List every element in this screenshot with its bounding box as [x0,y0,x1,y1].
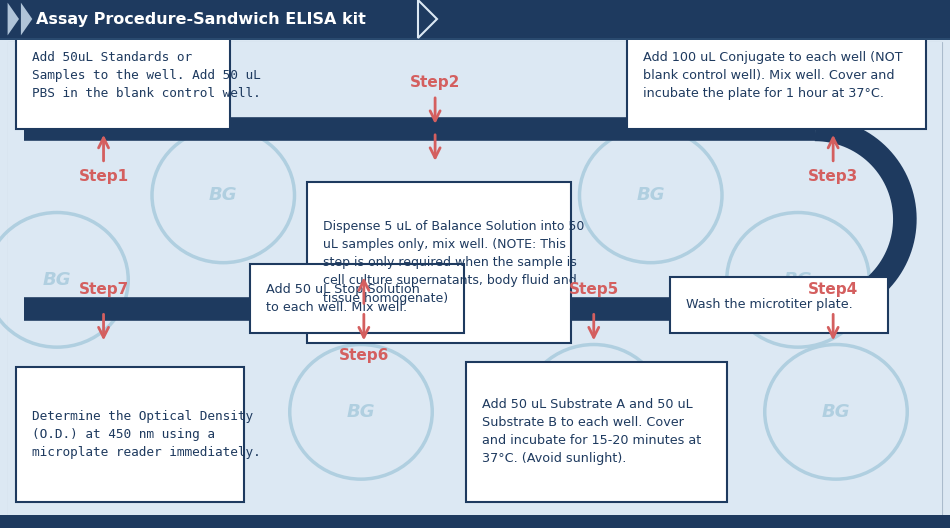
Bar [0,515,950,528]
Text: BG: BG [636,186,665,204]
Text: Wash the microtiter plate.: Wash the microtiter plate. [686,298,853,312]
Text: BG: BG [822,403,850,421]
Text: BG: BG [43,271,71,289]
Text: Dispense 5 uL of Balance Solution into 50
uL samples only, mix well. (NOTE: This: Dispense 5 uL of Balance Solution into 5… [323,220,584,305]
Text: Step6: Step6 [338,348,390,363]
Text: Step3: Step3 [808,169,858,184]
Text: Step7: Step7 [79,282,128,297]
FancyBboxPatch shape [627,21,926,129]
Text: BG: BG [347,403,375,421]
Text: BG: BG [580,403,608,421]
FancyBboxPatch shape [16,21,230,129]
Bar [8,42,942,515]
Text: Step4: Step4 [808,282,858,297]
FancyBboxPatch shape [16,367,244,502]
Text: Determine the Optical Density
(O.D.) at 450 nm using a
microplate reader immedia: Determine the Optical Density (O.D.) at … [32,410,261,459]
Polygon shape [418,0,437,38]
Bar [8,42,942,515]
Text: BG: BG [209,186,238,204]
Text: Add 50uL Standards or
Samples to the well. Add 50 uL
PBS in the blank control we: Add 50uL Standards or Samples to the wel… [32,51,261,100]
Bar [0,0,950,38]
FancyBboxPatch shape [466,362,727,502]
Text: BG: BG [784,271,812,289]
FancyBboxPatch shape [307,182,571,343]
Text: Add 50 uL Substrate A and 50 uL
Substrate B to each well. Cover
and incubate for: Add 50 uL Substrate A and 50 uL Substrat… [482,398,701,465]
Text: Step1: Step1 [79,169,128,184]
Polygon shape [8,3,19,35]
Text: Assay Procedure-Sandwich ELISA kit: Assay Procedure-Sandwich ELISA kit [36,12,366,26]
Polygon shape [21,3,32,35]
Text: Add 50 uL Stop Solution
to each well. Mix well.: Add 50 uL Stop Solution to each well. Mi… [266,283,420,314]
FancyBboxPatch shape [670,277,888,333]
Text: Add 100 uL Conjugate to each well (NOT
blank control well). Mix well. Cover and
: Add 100 uL Conjugate to each well (NOT b… [643,51,902,100]
Text: Step2: Step2 [409,75,461,90]
Bar [0,38,950,40]
Text: Step5: Step5 [569,282,618,297]
FancyBboxPatch shape [250,264,464,333]
